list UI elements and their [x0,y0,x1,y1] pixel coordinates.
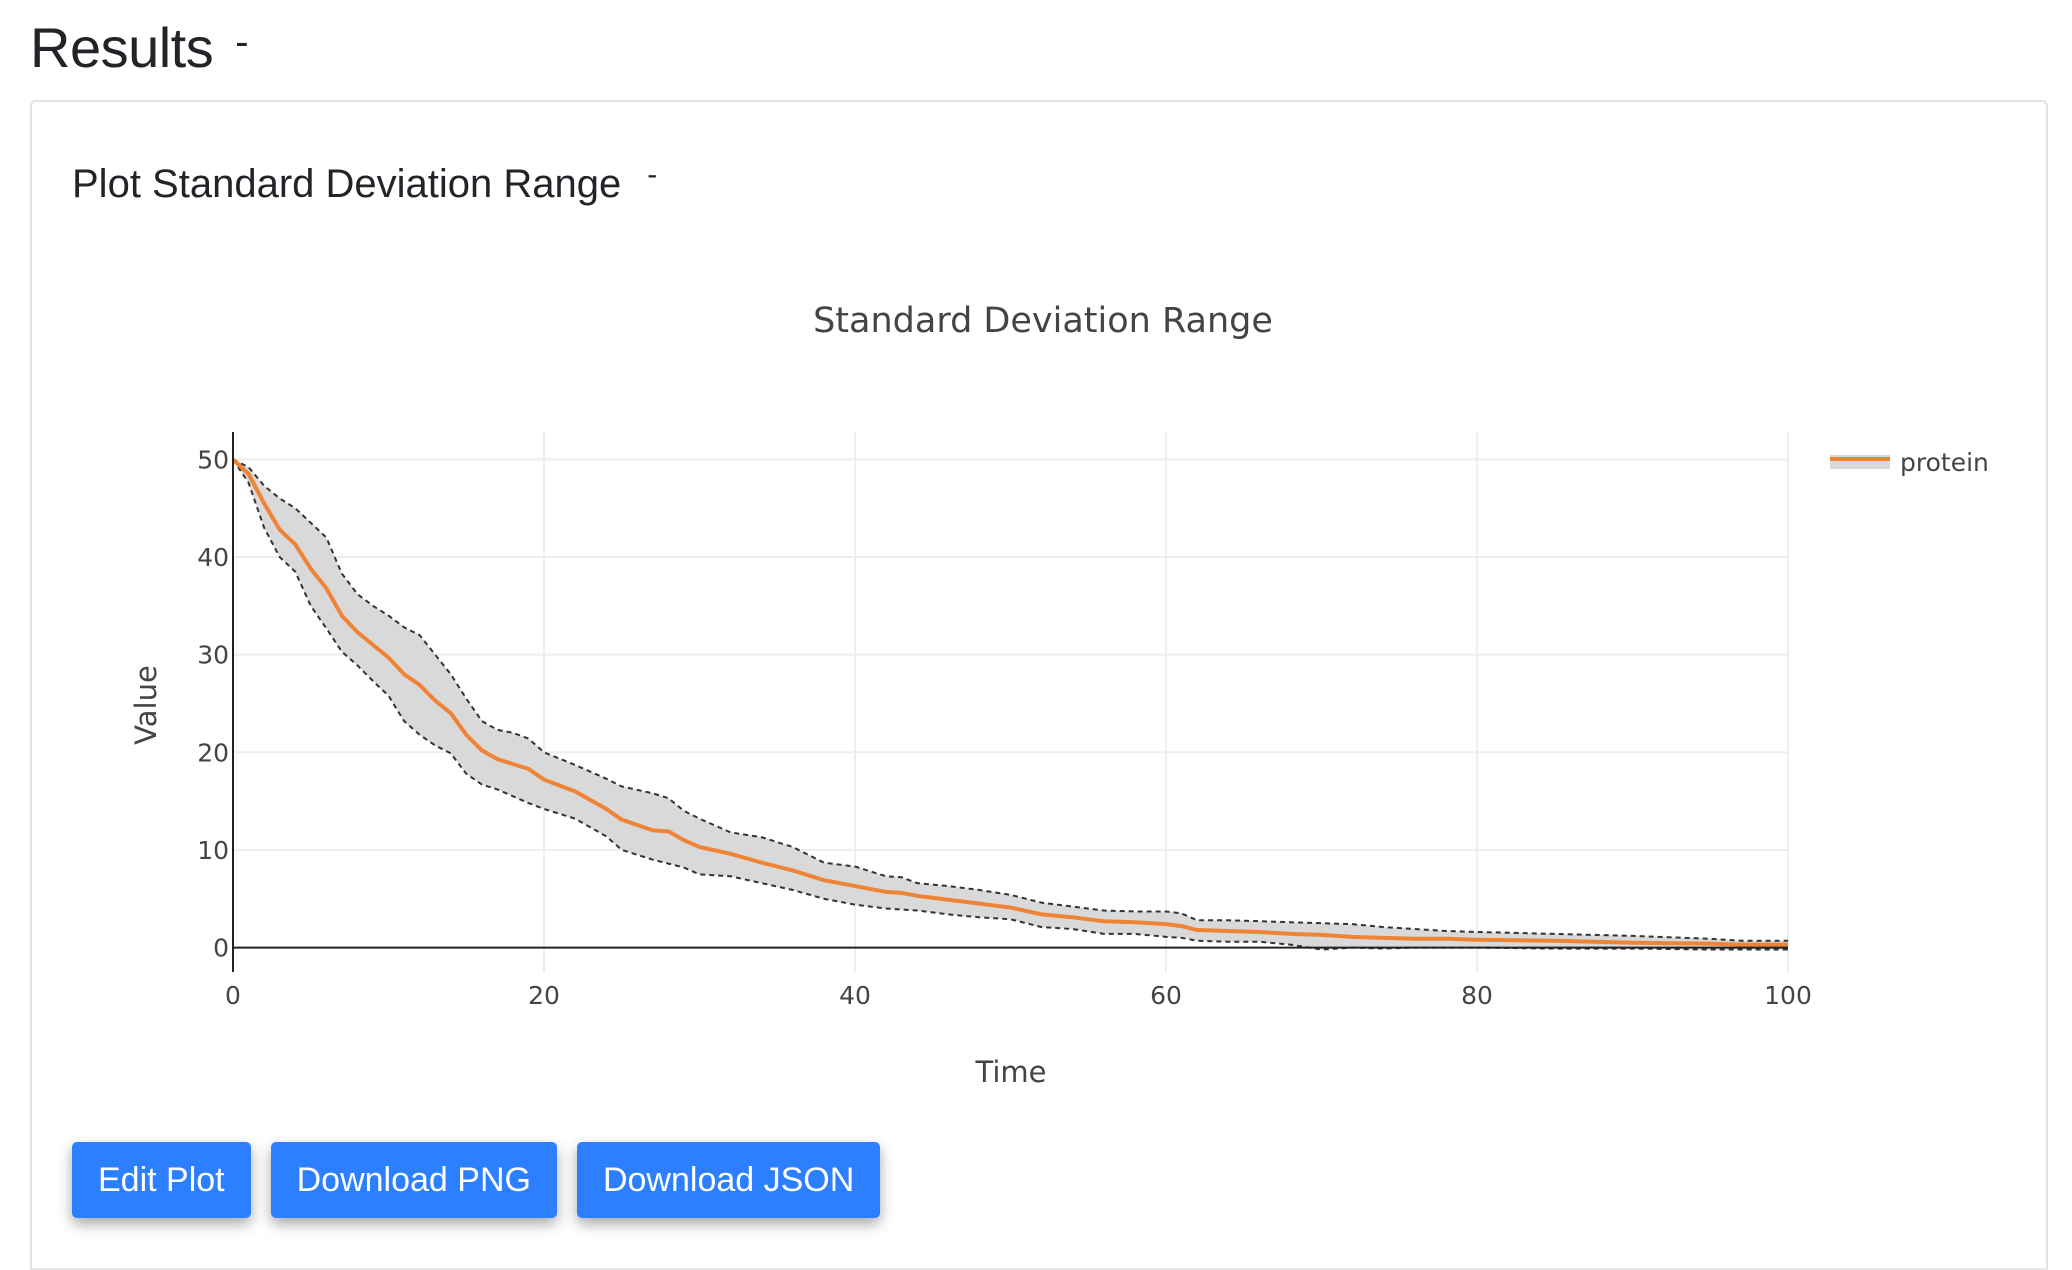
y-tick-label-10: 10 [197,836,229,865]
mean-line-layer [231,457,1788,947]
plot-card-collapse-toggle[interactable]: - [647,158,658,191]
card-bottom-edge [30,1268,2048,1270]
x-tick-label-20: 20 [528,981,560,1010]
legend-label-protein: protein [1900,448,1989,477]
y-tick-label-20: 20 [197,738,229,767]
x-tick-label-0: 0 [225,981,241,1010]
series-line-protein [231,457,1788,947]
y-tick-label-30: 30 [197,641,229,670]
std-band-layer [232,458,1788,951]
download-json-button[interactable]: Download JSON [576,1142,881,1218]
y-tick-label-0: 0 [213,934,229,963]
upper-std-line [232,458,1788,942]
y-tick-label-50: 50 [197,445,229,474]
legend[interactable]: protein [1830,448,1989,477]
std-band [233,459,1788,950]
results-collapse-toggle[interactable]: - [235,19,249,64]
tick-labels: 0 20 40 60 80 100 0 10 20 30 40 50 [197,445,1812,1010]
download-png-button[interactable]: Download PNG [270,1142,557,1218]
plot-card-header: Plot Standard Deviation Range - [72,154,657,214]
x-tick-label-40: 40 [839,981,871,1010]
x-tick-label-60: 60 [1150,981,1182,1010]
results-title: Results [30,16,214,79]
plot-actions: Edit Plot Download PNG Download JSON [72,1142,881,1218]
x-axis-label: Time [975,1055,1047,1089]
results-header: Results - [30,8,249,88]
chart-title: Standard Deviation Range [813,301,1273,341]
lower-std-line [232,458,1788,951]
plot-card-title: Plot Standard Deviation Range [72,162,622,206]
axes [232,432,1788,972]
grid-lines [233,432,1789,972]
y-tick-label-40: 40 [197,543,229,572]
x-tick-label-80: 80 [1461,981,1493,1010]
x-tick-label-100: 100 [1764,981,1812,1010]
edit-plot-button[interactable]: Edit Plot [72,1142,251,1218]
y-axis-label: Value [129,665,163,745]
plot-card: Plot Standard Deviation Range - [30,100,2048,1270]
